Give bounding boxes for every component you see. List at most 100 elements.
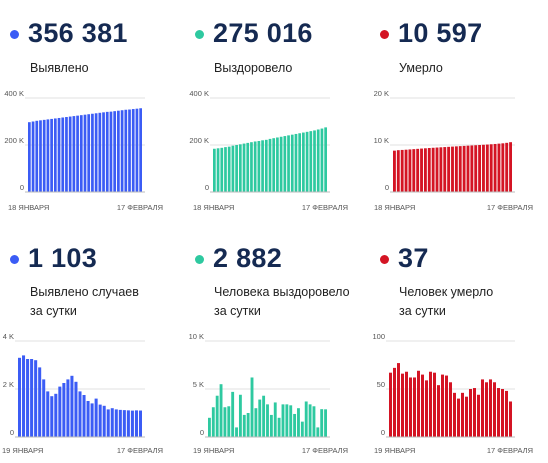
bar (423, 148, 427, 192)
bar (482, 144, 485, 192)
y-tick-label: 10 K (374, 136, 389, 145)
bar (485, 144, 489, 192)
bar (294, 133, 298, 192)
bar (405, 371, 408, 437)
bar (465, 396, 468, 437)
bar (220, 147, 224, 192)
bar (478, 145, 482, 192)
bar (397, 363, 400, 437)
bar (219, 384, 223, 437)
bar (501, 389, 504, 437)
bar (106, 409, 110, 437)
bar (290, 134, 294, 192)
stat-value: 275 016 (213, 18, 313, 48)
bar (458, 146, 462, 192)
bar (269, 414, 273, 437)
x-tick-label-start: 18 ЯНВАРЯ (374, 203, 415, 212)
bar (246, 142, 250, 192)
bar (18, 357, 22, 437)
bar (276, 137, 279, 192)
bar (128, 109, 131, 192)
stat-panel-died-daily: 37 Человек умерло за сутки 100 50 0 19 ЯНВА… (360, 235, 540, 463)
bar (78, 391, 82, 437)
bar (505, 142, 509, 192)
bar (87, 114, 91, 192)
bar (42, 119, 46, 192)
bar (138, 410, 142, 437)
bar (509, 401, 512, 437)
stat-value: 356 381 (28, 18, 128, 48)
bar (90, 403, 94, 437)
bar (466, 145, 470, 192)
bar (30, 359, 34, 437)
x-tick-label-start: 19 ЯНВАРЯ (193, 446, 234, 455)
bar (109, 111, 113, 192)
series-dot (380, 30, 389, 39)
bar (120, 110, 124, 192)
bar (110, 408, 114, 437)
bar (250, 377, 254, 437)
bar (312, 406, 316, 437)
bar (308, 404, 312, 437)
bar (227, 406, 231, 437)
bar (34, 360, 38, 437)
y-tick-label: 0 (205, 183, 209, 192)
y-tick-label: 0 (10, 428, 14, 437)
bar (135, 108, 139, 192)
bar (489, 144, 493, 192)
bar (242, 143, 246, 192)
bar (134, 410, 138, 437)
bar (231, 145, 235, 192)
x-tick-label-start: 18 ЯНВАРЯ (8, 203, 49, 212)
bar (28, 122, 31, 192)
bar (242, 414, 246, 437)
y-tick-label: 0 (385, 183, 389, 192)
bar (439, 147, 443, 192)
series-dot (380, 255, 389, 264)
bar (497, 388, 500, 437)
bar (298, 133, 302, 192)
bar (254, 408, 258, 437)
bar (208, 417, 211, 437)
bar (320, 409, 324, 437)
bar (46, 119, 50, 192)
bar (509, 142, 512, 192)
bar (131, 109, 135, 192)
y-tick-label: 100 (372, 332, 385, 341)
chart-died-total: 20 K 10 K 0 18 ЯНВАРЯ 17 ФЕВРАЛЯ (374, 89, 533, 212)
stat-panel-died-total: 10 597 Умерло 20 K 10 K 0 18 ЯНВАРЯ 17 ФЕВРА… (360, 0, 540, 230)
bar (268, 138, 272, 192)
y-tick-label: 0 (20, 183, 24, 192)
bar (62, 383, 66, 437)
bar (437, 385, 440, 437)
series-dot (10, 255, 19, 264)
bar (86, 401, 90, 437)
bar (42, 379, 46, 437)
stat-label: Умерло (399, 61, 443, 75)
bar (297, 408, 300, 437)
bar (126, 410, 130, 437)
bar (427, 148, 431, 192)
bar (122, 410, 126, 437)
stat-panel-recovered-daily: 2 882 Человека выздоровело за сутки 10 K… (180, 235, 360, 463)
bar (404, 149, 408, 192)
bar (449, 382, 452, 437)
bar (258, 399, 262, 437)
stat-value: 37 (398, 243, 429, 273)
series-dot (195, 30, 204, 39)
bar (474, 145, 478, 192)
y-tick-label: 400 K (189, 89, 209, 98)
stat-panel-detected-daily: 1 103 Выявлено случаев за сутки 4 K 2 K 0 1… (0, 235, 180, 463)
bar (94, 113, 98, 192)
bar (91, 113, 94, 192)
bar (235, 145, 238, 192)
bar (393, 150, 396, 192)
bar (50, 396, 54, 437)
bar (389, 372, 392, 437)
stat-label-line2: за сутки (399, 304, 446, 318)
bar (324, 127, 327, 192)
bar (130, 410, 134, 437)
bar (253, 141, 257, 192)
bar (393, 367, 396, 437)
y-tick-label: 50 (377, 380, 385, 389)
